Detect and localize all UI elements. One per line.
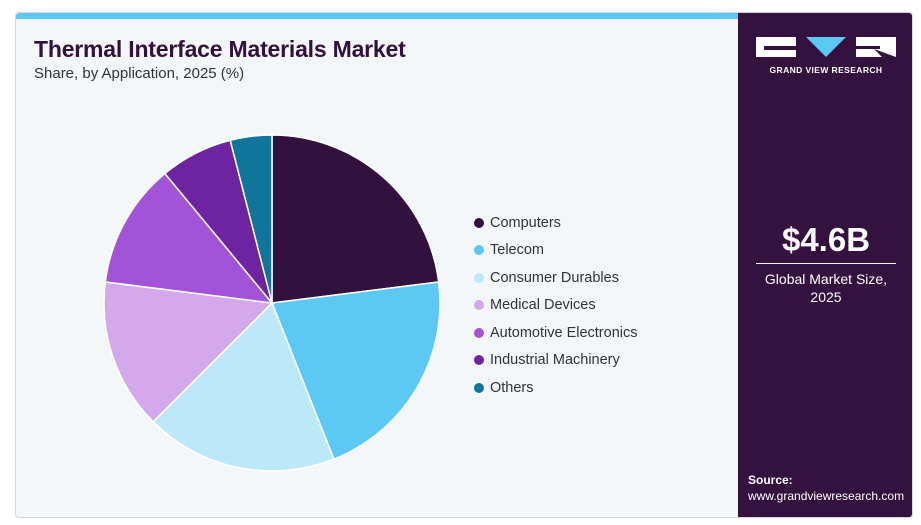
legend-swatch-icon (474, 245, 484, 256)
legend-swatch-icon (474, 355, 484, 366)
legend-item: Medical Devices (474, 292, 637, 320)
pie-slice-medical-devices (103, 281, 274, 423)
source-url[interactable]: www.grandviewresearch.com (748, 489, 905, 503)
legend-label: Telecom (490, 242, 544, 259)
legend-item: Others (474, 374, 637, 402)
info-panel: GRAND VIEW RESEARCH $4.6B Global Market … (738, 13, 912, 517)
pie-slice-computers (271, 134, 440, 304)
legend-label: Automotive Electronics (490, 324, 638, 341)
pie-chart (103, 134, 441, 472)
accent-bar (16, 13, 738, 19)
legend-item: Computers (474, 209, 637, 237)
source-label: Source: (748, 473, 793, 487)
legend-label: Consumer Durables (490, 269, 619, 286)
chart-subtitle: Share, by Application, 2025 (%) (34, 65, 245, 82)
legend-item: Automotive Electronics (474, 319, 637, 347)
legend-item: Consumer Durables (474, 264, 637, 292)
legend-swatch-icon (474, 272, 484, 283)
gvr-logo-icon (756, 37, 896, 57)
market-size-value: $4.6B (781, 221, 871, 258)
divider (756, 263, 896, 264)
brand-name: GRAND VIEW RESEARCH (769, 65, 883, 75)
pie-slice-automotive-electronics (104, 172, 274, 304)
legend-swatch-icon (474, 327, 484, 338)
chart-legend: Computers Telecom Consumer Durables Medical… (474, 209, 637, 402)
legend-label: Medical Devices (490, 297, 596, 314)
legend-label: Others (490, 379, 534, 396)
legend-swatch-icon (474, 300, 484, 311)
legend-item: Telecom (474, 237, 637, 265)
chart-card: Thermal Interface Materials Market Share… (15, 12, 913, 518)
legend-label: Industrial Machinery (490, 352, 620, 369)
pie-slice-others (229, 134, 273, 304)
legend-label: Computers (490, 214, 561, 231)
legend-swatch-icon (474, 382, 484, 393)
legend-swatch-icon (474, 217, 484, 228)
pie-slice-telecom (270, 281, 441, 461)
legend-item: Industrial Machinery (474, 347, 637, 375)
pie-slice-consumer-durables (152, 301, 335, 472)
market-size-label: Global Market Size, 2025 (764, 271, 888, 305)
chart-title: Thermal Interface Materials Market (34, 36, 406, 62)
